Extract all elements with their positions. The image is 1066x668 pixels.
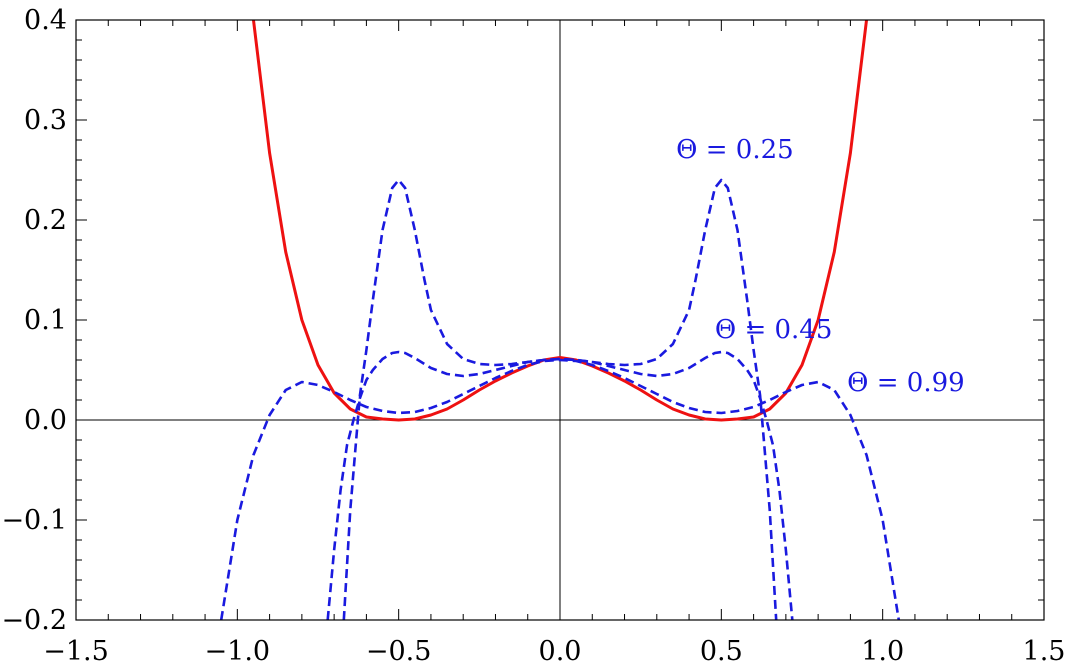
y-tick-label: −0.1 bbox=[1, 505, 67, 536]
zero-axes bbox=[76, 20, 1044, 620]
ticks bbox=[75, 19, 1045, 621]
x-tick-label: 1.0 bbox=[861, 636, 904, 667]
dashed-curve-1 bbox=[342, 178, 778, 620]
y-tick-label: 0.0 bbox=[24, 405, 67, 436]
x-tick-label: 1.5 bbox=[1023, 636, 1066, 667]
x-tick-label: −1.5 bbox=[43, 636, 109, 667]
x-tick-label: 0.0 bbox=[539, 636, 582, 667]
tick-labels: −1.5 −1.0 −0.5 0.0 0.5 1.0 1.5 −0.2 −0.1 0.0 0.1 0.… bbox=[1, 5, 1065, 667]
y-tick-label: −0.2 bbox=[1, 605, 67, 636]
theta-annotation: Θ = 0.45 bbox=[715, 315, 833, 345]
dashed-curve-3 bbox=[219, 358, 901, 620]
theta-annotation: Θ = 0.25 bbox=[676, 135, 794, 165]
annotations: Θ = 0.25 Θ = 0.45 Θ = 0.99 bbox=[676, 135, 965, 398]
y-tick-label: 0.3 bbox=[24, 105, 67, 136]
y-tick-label: 0.4 bbox=[24, 5, 67, 36]
curves bbox=[219, 20, 901, 620]
x-tick-label: 0.5 bbox=[700, 636, 743, 667]
x-tick-label: −1.0 bbox=[205, 636, 271, 667]
y-tick-label: 0.1 bbox=[24, 305, 67, 336]
y-tick-label: 0.2 bbox=[24, 205, 67, 236]
x-tick-label: −0.5 bbox=[366, 636, 432, 667]
theta-annotation: Θ = 0.99 bbox=[847, 368, 965, 398]
